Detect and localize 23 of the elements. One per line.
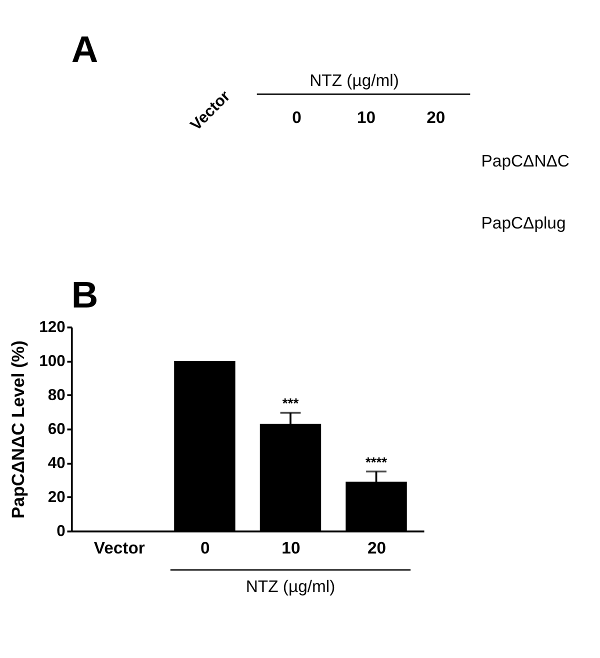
text: 20 xyxy=(426,108,446,127)
x-tick-label: 20 xyxy=(367,538,386,558)
text: 10 xyxy=(357,108,376,127)
y-tick-label: 40 xyxy=(48,455,66,472)
y-tick-label: 60 xyxy=(48,421,66,438)
chart-title: B xyxy=(71,274,98,316)
y-tick-label: 80 xyxy=(48,387,66,404)
y-axis-title: PapCΔNΔC Level (%) xyxy=(8,340,28,518)
annotation: *** xyxy=(282,395,300,412)
y-tick-label: 0 xyxy=(56,523,66,540)
y-tick-label: 120 xyxy=(39,319,66,336)
text: NTZ (µg/ml) xyxy=(310,70,399,90)
text: A xyxy=(71,28,98,70)
y-tick-label: 100 xyxy=(39,353,66,370)
text: PapCΔplug xyxy=(481,214,566,233)
annotation: **** xyxy=(365,454,388,470)
x-axis-title: NTZ (µg/ml) xyxy=(246,577,336,596)
x-tick-label: 10 xyxy=(282,538,300,558)
text: PapCΔNΔC xyxy=(481,152,570,171)
y-tick-label: 20 xyxy=(48,489,66,506)
x-tick-label: Vector xyxy=(94,538,146,558)
text: 0 xyxy=(292,108,302,127)
x-tick-label: 0 xyxy=(200,538,210,558)
